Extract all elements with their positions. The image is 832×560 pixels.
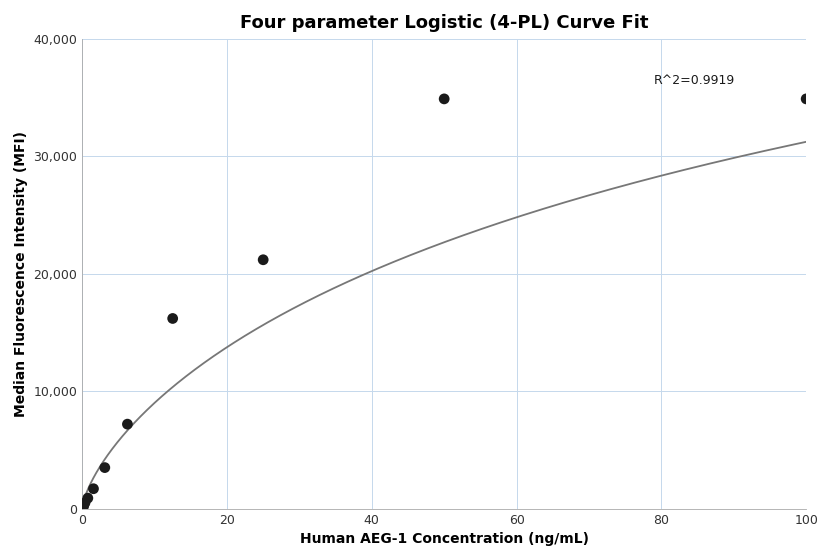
Point bbox=[166, 314, 180, 323]
Point bbox=[98, 463, 111, 472]
Point bbox=[82, 494, 95, 503]
Point bbox=[800, 95, 813, 104]
Point bbox=[87, 484, 100, 493]
Point bbox=[78, 498, 92, 507]
Point bbox=[121, 419, 134, 428]
Text: R^2=0.9919: R^2=0.9919 bbox=[654, 73, 735, 87]
Title: Four parameter Logistic (4-PL) Curve Fit: Four parameter Logistic (4-PL) Curve Fit bbox=[240, 14, 648, 32]
X-axis label: Human AEG-1 Concentration (ng/mL): Human AEG-1 Concentration (ng/mL) bbox=[300, 532, 589, 546]
Point bbox=[77, 502, 90, 511]
Point bbox=[438, 95, 451, 104]
Y-axis label: Median Fluorescence Intensity (MFI): Median Fluorescence Intensity (MFI) bbox=[14, 131, 28, 417]
Point bbox=[256, 255, 270, 264]
